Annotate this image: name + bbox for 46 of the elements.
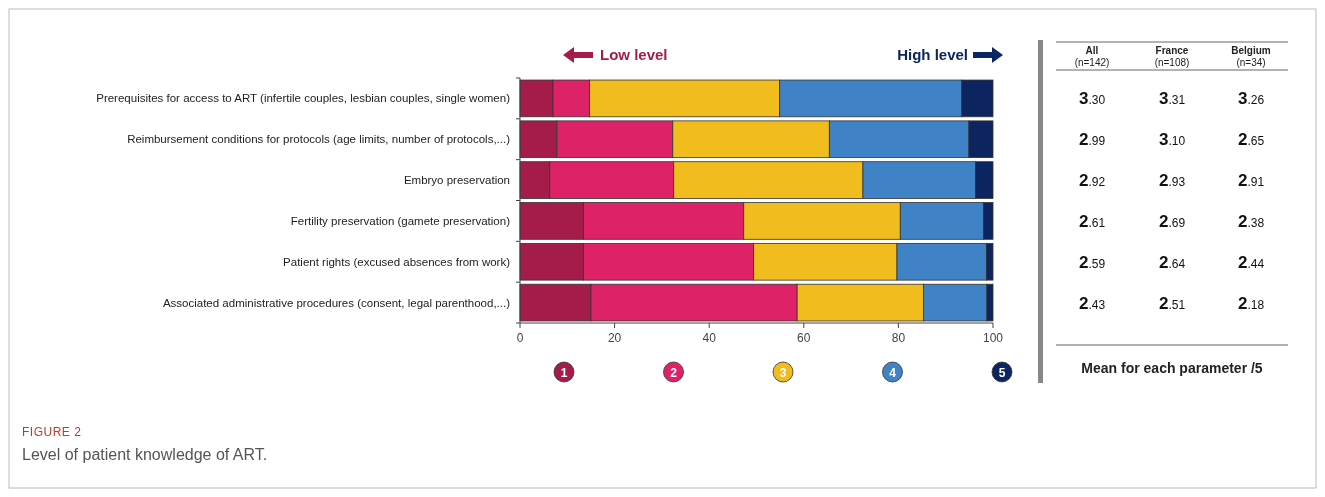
text: Low level	[600, 46, 668, 63]
x-tick-label: 0	[516, 331, 524, 345]
y-tick-label: Fertility preservation (gamete preservation)	[290, 214, 511, 227]
text: 2.51	[1158, 293, 1186, 313]
y-tick-label: Embryo preservation	[403, 174, 510, 187]
text: High level	[897, 46, 968, 63]
text: (n=142)	[1074, 57, 1110, 68]
x-tick-label: 20	[607, 331, 622, 345]
text: 2.18	[1237, 293, 1265, 313]
text: (n=108)	[1154, 57, 1190, 68]
text: 2.64	[1158, 252, 1186, 272]
text: 2.44	[1237, 252, 1265, 272]
text: Belgium	[1231, 45, 1271, 56]
y-tick-label: Prerequisites for access to ART (infertile couples, lesbian couples, single women)	[96, 92, 511, 105]
text: 2.59	[1078, 252, 1106, 272]
text: 2.99	[1078, 130, 1106, 150]
x-tick-label: 80	[891, 331, 906, 345]
text: 2.91	[1237, 171, 1265, 191]
text: (n=34)	[1236, 57, 1266, 68]
text: 4	[889, 365, 897, 380]
text: Mean for each parameter /5	[1081, 360, 1263, 376]
text: 2.65	[1237, 130, 1265, 150]
text: 2.92	[1078, 171, 1106, 191]
x-tick-label: 60	[797, 331, 811, 345]
text: 5	[998, 365, 1006, 380]
text: FIGURE 2	[22, 425, 82, 439]
text: 3.30	[1078, 89, 1106, 109]
text: 3.31	[1158, 89, 1186, 109]
text: 2.38	[1237, 211, 1265, 231]
y-tick-label: Reimbursement conditions for protocols (age limits, number of protocols,...)	[127, 133, 511, 146]
text: France	[1155, 45, 1189, 56]
text: All	[1085, 45, 1099, 56]
y-tick-label: Patient rights (excused absences from work)	[283, 255, 511, 268]
x-tick-label: 100	[982, 331, 1004, 345]
text: 2.43	[1078, 293, 1106, 313]
y-tick-label: Associated administrative procedures (consent, legal parenthood,...)	[162, 296, 511, 309]
text: 2.93	[1158, 171, 1186, 191]
x-tick-label: 40	[702, 331, 717, 345]
text: 3.10	[1158, 130, 1186, 150]
text: 2.61	[1078, 211, 1106, 231]
text: 1	[560, 365, 568, 380]
text: Level of patient knowledge of ART.	[22, 446, 268, 463]
text: 3.26	[1237, 89, 1265, 109]
text: 3	[779, 365, 787, 380]
text: 2.69	[1158, 211, 1186, 231]
text: 2	[670, 365, 678, 380]
